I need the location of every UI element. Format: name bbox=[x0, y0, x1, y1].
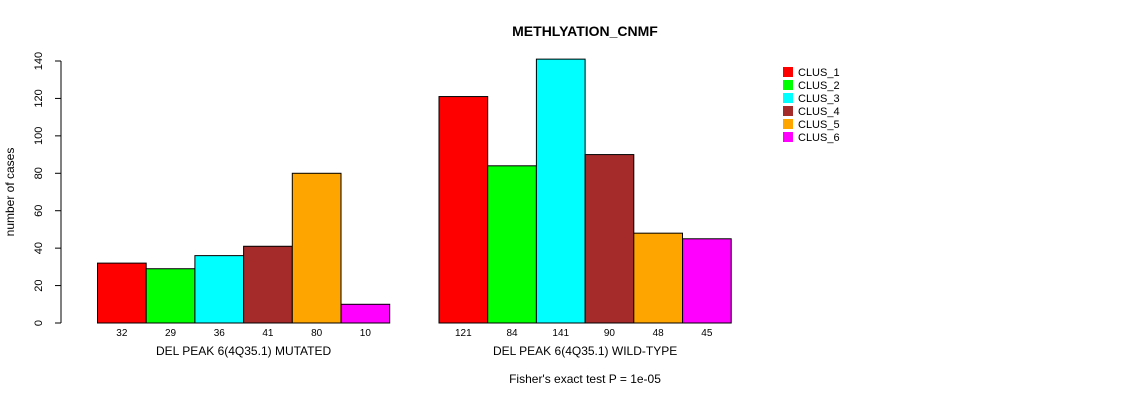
y-tick-label: 100 bbox=[33, 127, 45, 145]
bar-clus_1 bbox=[438, 96, 489, 324]
bar-value-label: 32 bbox=[116, 328, 128, 339]
bar-value-label: 29 bbox=[165, 328, 177, 339]
group-labels: DEL PEAK 6(4Q35.1) MUTATED DEL PEAK 6(4Q3… bbox=[156, 344, 677, 358]
bar-value-label: 121 bbox=[455, 328, 472, 339]
bar-value-labels: 32 29 36 41 80 10 121 84 141 90 48 45 bbox=[116, 328, 713, 339]
y-axis: 0 20 40 60 80 100 120 140 bbox=[33, 52, 62, 326]
bars bbox=[97, 58, 732, 324]
bar-value-label: 141 bbox=[552, 328, 569, 339]
bar-value-label: 80 bbox=[311, 328, 323, 339]
legend-swatch bbox=[783, 119, 793, 129]
bar-clus_5 bbox=[291, 172, 342, 324]
y-tick-label: 40 bbox=[33, 242, 45, 254]
bar-value-label: 45 bbox=[701, 328, 713, 339]
legend-label: CLUS_1 bbox=[798, 67, 840, 79]
bar-clus_3 bbox=[194, 255, 245, 324]
y-tick-label: 60 bbox=[33, 205, 45, 217]
bar-clus_6 bbox=[682, 238, 732, 324]
bar-clus_4 bbox=[584, 154, 635, 324]
y-axis-label: number of cases bbox=[3, 148, 17, 237]
group-label: DEL PEAK 6(4Q35.1) MUTATED bbox=[156, 344, 331, 358]
y-tick-label: 0 bbox=[33, 320, 45, 326]
bar-clus_2 bbox=[145, 268, 196, 324]
bar-value-label: 36 bbox=[214, 328, 226, 339]
legend-label: CLUS_3 bbox=[798, 93, 840, 105]
bar-value-label: 48 bbox=[653, 328, 665, 339]
chart-title: METHLYATION_CNMF bbox=[512, 23, 658, 39]
bar-clus_4 bbox=[243, 245, 293, 324]
y-tick-label: 140 bbox=[33, 52, 45, 70]
legend-swatch bbox=[783, 67, 793, 77]
bar-clus_1 bbox=[97, 262, 147, 324]
legend-swatch bbox=[783, 93, 793, 103]
legend-label: CLUS_2 bbox=[798, 80, 840, 92]
legend-label: CLUS_6 bbox=[798, 132, 840, 144]
legend-swatch bbox=[783, 132, 793, 142]
legend-label: CLUS_4 bbox=[798, 106, 840, 118]
legend-label: CLUS_5 bbox=[798, 119, 840, 131]
bar-value-label: 90 bbox=[604, 328, 616, 339]
group-label: DEL PEAK 6(4Q35.1) WILD-TYPE bbox=[493, 344, 677, 358]
bar-clus_5 bbox=[633, 232, 683, 324]
bar-value-label: 84 bbox=[506, 328, 518, 339]
bar-clus_6 bbox=[340, 303, 391, 324]
bar-clus_3 bbox=[535, 58, 586, 324]
bar-value-label: 10 bbox=[360, 328, 372, 339]
fisher-test-footnote: Fisher's exact test P = 1e-05 bbox=[509, 372, 661, 386]
y-tick-label: 20 bbox=[33, 279, 45, 291]
bar-clus_2 bbox=[487, 165, 537, 324]
bar-value-label: 41 bbox=[262, 328, 274, 339]
y-tick-label: 120 bbox=[33, 89, 45, 107]
y-tick-label: 80 bbox=[33, 167, 45, 179]
legend-swatch bbox=[783, 106, 793, 116]
legend-swatch bbox=[783, 80, 793, 90]
